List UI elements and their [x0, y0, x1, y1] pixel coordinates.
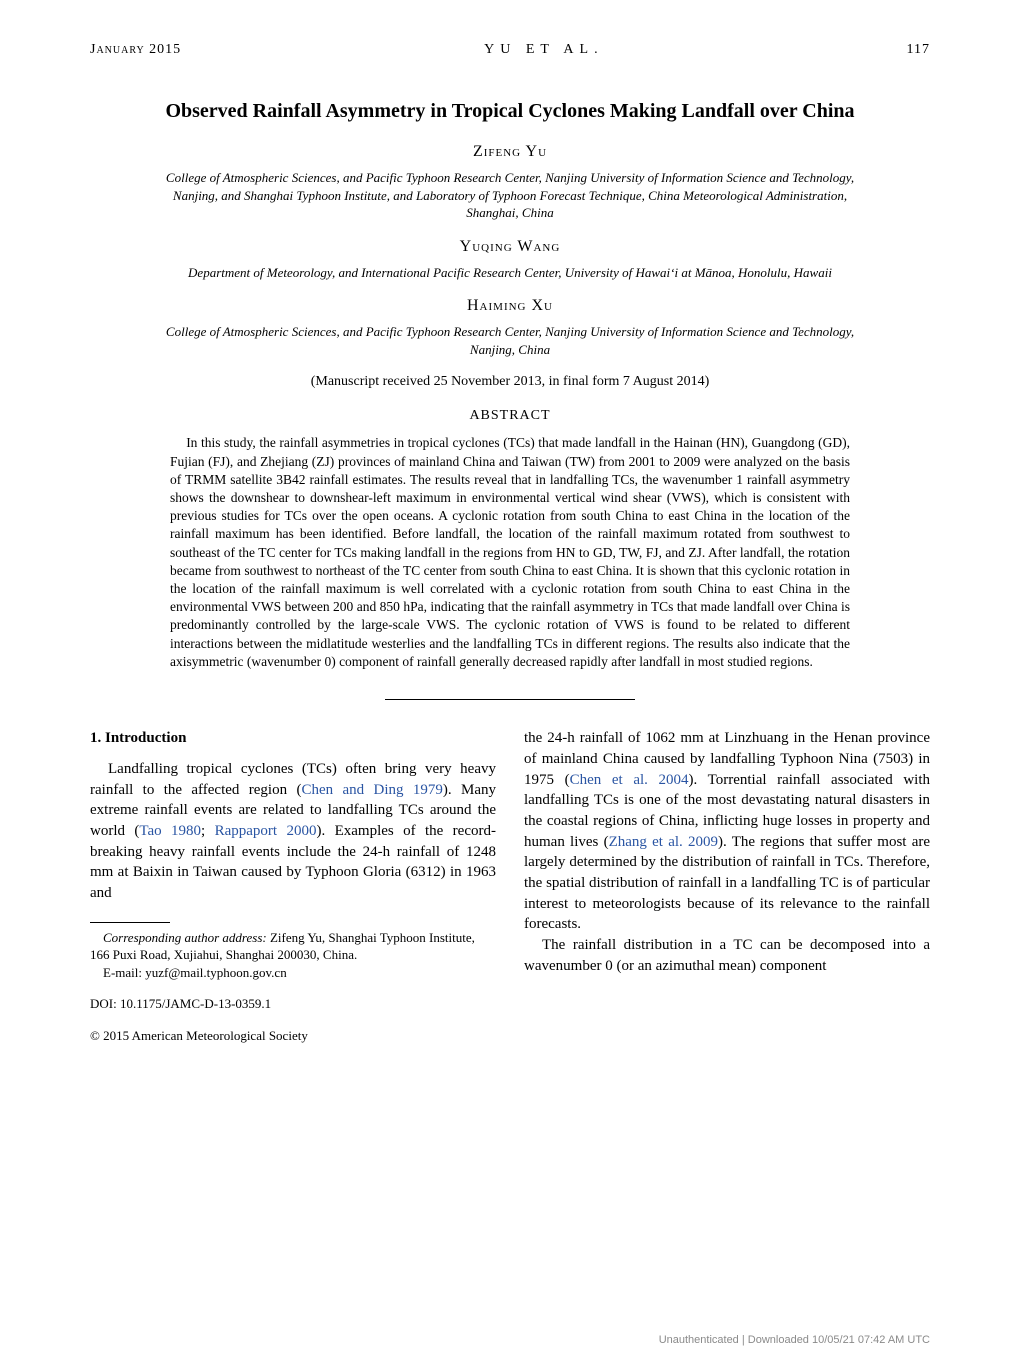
section-heading-1: 1. Introduction — [90, 728, 496, 749]
running-header: January 2015 YU ET AL. 117 — [90, 42, 930, 58]
citation-link[interactable]: Zhang et al. 2009 — [609, 834, 718, 850]
citation-link[interactable]: Chen and Ding 1979 — [301, 782, 442, 798]
manuscript-dates: (Manuscript received 25 November 2013, i… — [90, 374, 930, 390]
citation-link[interactable]: Rappaport 2000 — [215, 823, 317, 839]
page-number: 117 — [907, 42, 930, 58]
intro-para-2: The rainfall distribution in a TC can be… — [524, 935, 930, 976]
download-watermark: Unauthenticated | Downloaded 10/05/21 07… — [659, 1334, 930, 1346]
footnote-label: Corresponding author address: — [103, 930, 267, 945]
corresponding-author: Corresponding author address: Zifeng Yu,… — [90, 929, 496, 964]
author-name-2: Yuqing Wang — [90, 238, 930, 256]
author-name-1: Zifeng Yu — [90, 143, 930, 161]
affiliation-3: College of Atmospheric Sciences, and Pac… — [160, 323, 860, 358]
text-span: ; — [201, 823, 215, 839]
column-left: 1. Introduction Landfalling tropical cyc… — [90, 728, 496, 1045]
citation-link[interactable]: Chen et al. 2004 — [570, 772, 689, 788]
affiliation-2: Department of Meteorology, and Internati… — [160, 264, 860, 282]
affiliation-1: College of Atmospheric Sciences, and Pac… — [160, 169, 860, 222]
column-right: the 24-h rainfall of 1062 mm at Linzhuan… — [524, 728, 930, 1045]
footnote-rule — [90, 922, 170, 923]
intro-para-1: Landfalling tropical cyclones (TCs) ofte… — [90, 759, 496, 904]
citation-link[interactable]: Tao 1980 — [139, 823, 201, 839]
article-title: Observed Rainfall Asymmetry in Tropical … — [90, 100, 930, 123]
header-authors-short: YU ET AL. — [484, 42, 603, 58]
copyright: © 2015 American Meteorological Society — [90, 1027, 496, 1045]
header-date: January 2015 — [90, 42, 181, 58]
body-columns: 1. Introduction Landfalling tropical cyc… — [90, 728, 930, 1045]
footnote-email: E-mail: yuzf@mail.typhoon.gov.cn — [90, 964, 496, 982]
abstract-body: In this study, the rainfall asymmetries … — [170, 434, 850, 671]
abstract-heading: ABSTRACT — [90, 408, 930, 424]
intro-para-1-cont: the 24-h rainfall of 1062 mm at Linzhuan… — [524, 728, 930, 935]
separator-rule — [385, 699, 635, 700]
author-name-3: Haiming Xu — [90, 297, 930, 315]
doi: DOI: 10.1175/JAMC-D-13-0359.1 — [90, 995, 496, 1013]
